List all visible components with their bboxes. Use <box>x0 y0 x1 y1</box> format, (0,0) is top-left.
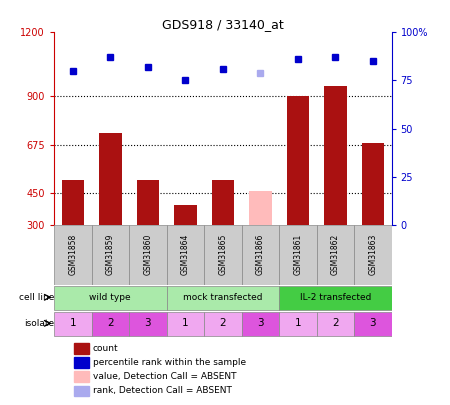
Text: mock transfected: mock transfected <box>183 293 262 302</box>
FancyBboxPatch shape <box>166 312 204 336</box>
Text: GSM31863: GSM31863 <box>368 234 377 275</box>
FancyBboxPatch shape <box>242 312 279 336</box>
Bar <box>74 343 90 354</box>
FancyBboxPatch shape <box>354 312 392 336</box>
FancyBboxPatch shape <box>354 225 392 285</box>
FancyBboxPatch shape <box>204 225 242 285</box>
Bar <box>62 180 84 225</box>
Bar <box>324 86 346 225</box>
Text: cell line: cell line <box>19 293 54 302</box>
Text: GSM31864: GSM31864 <box>181 234 190 275</box>
Text: percentile rank within the sample: percentile rank within the sample <box>93 358 246 367</box>
Bar <box>99 133 122 225</box>
Text: 3: 3 <box>369 318 376 328</box>
Text: GSM31866: GSM31866 <box>256 234 265 275</box>
FancyBboxPatch shape <box>129 225 166 285</box>
Bar <box>136 180 159 225</box>
Text: GSM31860: GSM31860 <box>143 234 152 275</box>
Text: count: count <box>93 344 118 353</box>
FancyBboxPatch shape <box>166 286 279 309</box>
Bar <box>74 357 90 368</box>
Text: 1: 1 <box>69 318 76 328</box>
Text: GSM31861: GSM31861 <box>293 234 302 275</box>
FancyBboxPatch shape <box>54 286 166 309</box>
FancyBboxPatch shape <box>91 225 129 285</box>
Bar <box>361 143 384 225</box>
FancyBboxPatch shape <box>316 312 354 336</box>
FancyBboxPatch shape <box>54 312 91 336</box>
Text: 1: 1 <box>294 318 301 328</box>
Text: value, Detection Call = ABSENT: value, Detection Call = ABSENT <box>93 372 236 381</box>
Title: GDS918 / 33140_at: GDS918 / 33140_at <box>162 18 284 31</box>
Text: GSM31859: GSM31859 <box>106 234 115 275</box>
FancyBboxPatch shape <box>91 312 129 336</box>
FancyBboxPatch shape <box>279 286 392 309</box>
FancyBboxPatch shape <box>204 312 242 336</box>
Text: GSM31865: GSM31865 <box>218 234 227 275</box>
Text: IL-2 transfected: IL-2 transfected <box>300 293 371 302</box>
Bar <box>174 205 197 225</box>
FancyBboxPatch shape <box>166 225 204 285</box>
Text: 2: 2 <box>332 318 338 328</box>
FancyBboxPatch shape <box>279 225 316 285</box>
Bar <box>74 371 90 382</box>
Text: 1: 1 <box>182 318 189 328</box>
Text: 2: 2 <box>220 318 226 328</box>
FancyBboxPatch shape <box>316 225 354 285</box>
FancyBboxPatch shape <box>54 225 91 285</box>
Text: 3: 3 <box>257 318 264 328</box>
Bar <box>212 180 234 225</box>
Bar <box>287 96 309 225</box>
Text: rank, Detection Call = ABSENT: rank, Detection Call = ABSENT <box>93 386 232 395</box>
Bar <box>74 386 90 396</box>
FancyBboxPatch shape <box>242 225 279 285</box>
Text: GSM31862: GSM31862 <box>331 234 340 275</box>
FancyBboxPatch shape <box>279 312 316 336</box>
Text: wild type: wild type <box>90 293 131 302</box>
FancyBboxPatch shape <box>129 312 166 336</box>
Text: 3: 3 <box>144 318 151 328</box>
Bar <box>249 190 271 225</box>
Text: GSM31858: GSM31858 <box>68 234 77 275</box>
Text: 2: 2 <box>107 318 113 328</box>
Text: isolate: isolate <box>24 319 54 328</box>
